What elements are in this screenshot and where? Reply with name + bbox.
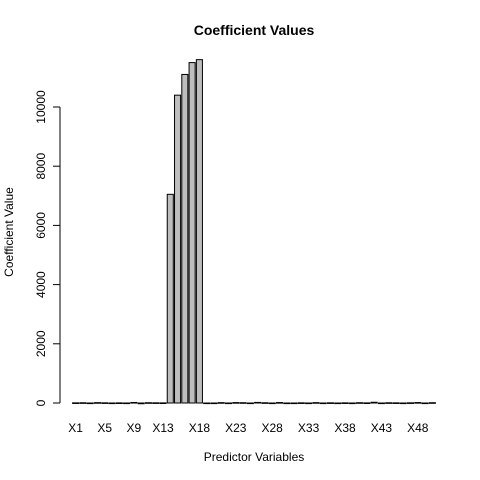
x-tick-label-X33: X33 <box>298 421 320 435</box>
bar-X45 <box>392 402 400 404</box>
y-tick-label: 2000 <box>34 330 48 357</box>
x-tick-label-X9: X9 <box>127 421 142 435</box>
bar-X24 <box>239 402 247 404</box>
bar-X4 <box>93 402 102 404</box>
x-tick-label-X13: X13 <box>152 421 174 435</box>
bar-X29 <box>275 402 284 404</box>
bar-X17 <box>188 62 196 404</box>
bar-X49 <box>421 402 429 405</box>
y-tick-label: 10000 <box>34 90 48 124</box>
x-tick-labels: X1 X5 X9 X13 X18 X23 X28 X33 X38 X43 X48 <box>68 421 429 435</box>
bar-X41 <box>363 402 371 404</box>
bar-X27 <box>261 402 269 404</box>
bar-X37 <box>334 402 342 405</box>
bar-X3 <box>86 402 94 405</box>
x-tick-label-X48: X48 <box>407 421 429 435</box>
bar-X33 <box>305 402 313 405</box>
bar-X18 <box>195 59 203 404</box>
bar-X21 <box>217 402 225 404</box>
bar-X39 <box>348 402 356 405</box>
bar-X13 <box>159 402 167 404</box>
x-tick-label-X1: X1 <box>68 421 83 435</box>
y-tick-label: 0 <box>34 399 48 406</box>
bar-X31 <box>290 402 298 405</box>
bar-X42 <box>370 401 378 404</box>
bar-X19 <box>203 402 211 405</box>
x-tick-label-X28: X28 <box>262 421 284 435</box>
bar-X11 <box>144 402 152 404</box>
bar-X36 <box>326 402 334 404</box>
x-axis-label: Predictor Variables <box>204 450 305 464</box>
bar-X50 <box>428 402 436 404</box>
bar-X43 <box>377 402 385 405</box>
bar-X2 <box>79 402 87 404</box>
bar-X40 <box>356 402 364 404</box>
bars-group <box>72 59 436 405</box>
chart-title: Coefficient Values <box>194 22 315 38</box>
bar-X16 <box>181 73 189 404</box>
x-tick-label-X43: X43 <box>371 421 393 435</box>
y-axis: 0 2000 4000 6000 8000 10000 <box>34 90 61 406</box>
bar-X23 <box>232 402 240 404</box>
y-tick-label: 8000 <box>34 153 48 180</box>
bar-X32 <box>297 402 305 404</box>
bar-X34 <box>312 402 320 404</box>
bar-X25 <box>246 402 254 405</box>
bar-X28 <box>268 402 276 405</box>
x-tick-label-X18: X18 <box>189 421 211 435</box>
bar-X14 <box>166 193 174 404</box>
x-tick-label-X23: X23 <box>225 421 247 435</box>
bar-X20 <box>210 402 218 405</box>
bar-X38 <box>341 402 349 404</box>
bar-X8 <box>123 402 131 405</box>
bar-X22 <box>224 402 233 405</box>
bar-X46 <box>399 402 407 405</box>
x-tick-label-X5: X5 <box>97 421 112 435</box>
bar-X44 <box>385 402 393 404</box>
bar-X15 <box>174 94 182 404</box>
x-tick-label-X38: X38 <box>334 421 356 435</box>
bar-X35 <box>319 402 327 405</box>
bar-X26 <box>254 401 262 404</box>
bar-X10 <box>137 402 145 405</box>
bar-X48 <box>414 402 422 404</box>
bar-X6 <box>108 402 116 405</box>
bar-X30 <box>283 402 291 405</box>
bar-X12 <box>152 402 160 404</box>
bar-X47 <box>406 402 415 404</box>
bar-X1 <box>72 402 80 404</box>
bar-X7 <box>115 402 123 404</box>
y-tick-label: 4000 <box>34 271 48 298</box>
bar-X5 <box>101 402 109 404</box>
y-axis-label: Coefficient Value <box>2 187 16 277</box>
y-tick-label: 6000 <box>34 212 48 239</box>
bar-X9 <box>130 401 138 404</box>
